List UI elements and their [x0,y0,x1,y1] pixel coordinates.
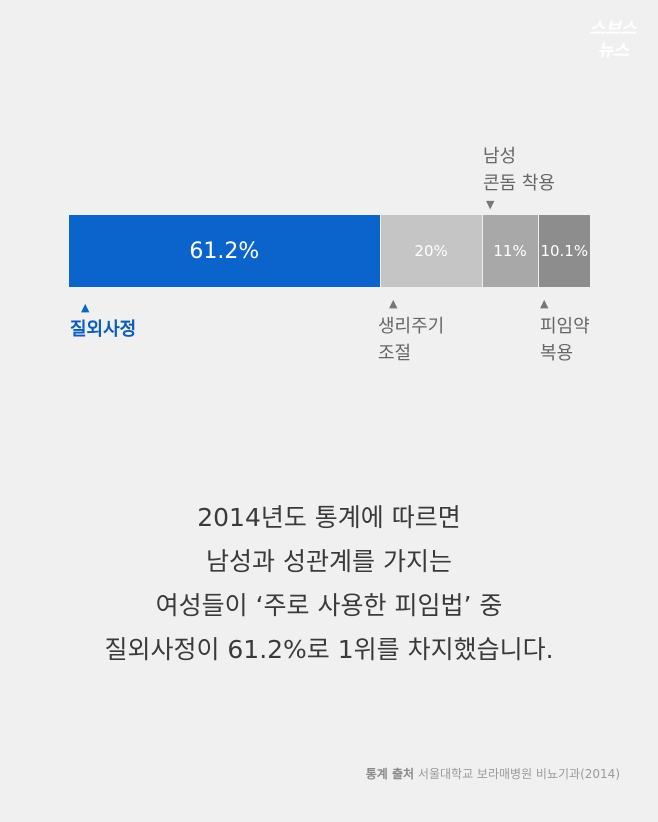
arrow-down-icon: ▼ [486,198,495,211]
arrow-up-icon: ▲ [81,301,90,314]
caption-line: 남성과 성관계를 가지는 [206,547,452,576]
label-condom-line1: 남성 [483,146,517,167]
label-pill-line2: 복용 [540,343,574,364]
bar-segment-condom: 11% [482,215,538,287]
bar-segment-withdrawal: 61.2% [69,215,380,287]
stacked-bar: 61.2% 20% 11% 10.1% [69,215,590,287]
label-cycle: 생리주기 조절 [378,313,444,367]
caption-line: 2014년도 통계에 따르면 [197,503,461,532]
caption-line: 여성들이 ‘주로 사용한 피임법’ 중 [155,591,503,620]
bar-segment-cycle: 20% [380,215,482,287]
logo-line1: 스브스 [590,19,638,39]
label-cycle-line1: 생리주기 [378,316,445,337]
source-text: 서울대학교 보라매병원 비뇨기과(2014) [417,767,620,781]
label-pill: 피임약 복용 [540,313,590,367]
logo-line2: 뉴스 [597,41,630,60]
value-label-cycle: 20% [414,242,448,260]
value-label-condom: 11% [493,242,527,260]
bar-segment-pill: 10.1% [538,215,590,287]
caption-line: 질외사정이 61.2%로 1위를 차지했습니다. [104,635,554,664]
value-label-withdrawal: 61.2% [189,238,260,264]
arrow-up-icon: ▲ [389,297,398,310]
label-pill-line1: 피임약 [540,316,590,337]
label-condom-line2: 콘돔 착용 [483,173,555,194]
arrow-up-icon: ▲ [540,297,549,310]
source-credit: 통계 출처 서울대학교 보라매병원 비뇨기과(2014) [366,765,620,782]
label-cycle-line2: 조절 [378,343,412,364]
caption: 2014년도 통계에 따르면 남성과 성관계를 가지는 여성들이 ‘주로 사용한… [0,496,658,672]
value-label-pill: 10.1% [540,242,589,260]
label-withdrawal: 질외사정 [70,319,137,340]
label-condom: 남성 콘돔 착용 [483,143,555,197]
source-label: 통계 출처 [365,767,415,781]
sbs-news-logo: 스브스 뉴스 [590,19,638,60]
